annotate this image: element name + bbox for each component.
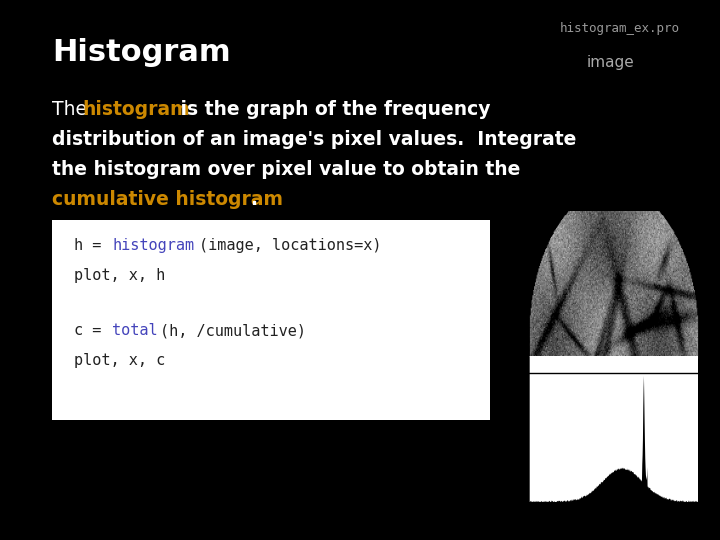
FancyBboxPatch shape [52, 220, 490, 420]
Text: .: . [250, 190, 257, 209]
Text: total: total [112, 323, 158, 338]
Text: image: image [586, 55, 634, 70]
Text: distribution of an image's pixel values.  Integrate: distribution of an image's pixel values.… [52, 130, 577, 149]
Text: The: The [52, 100, 93, 119]
Text: histogram: histogram [112, 238, 194, 253]
Text: (h, /cumulative): (h, /cumulative) [160, 323, 306, 338]
Text: plot, x, h: plot, x, h [74, 268, 166, 283]
Text: is the graph of the frequency: is the graph of the frequency [174, 100, 490, 119]
Text: plot, x, c: plot, x, c [74, 353, 166, 368]
Text: (image, locations=x): (image, locations=x) [199, 238, 382, 253]
Text: histogram: histogram [82, 100, 189, 119]
Text: c =: c = [74, 323, 110, 338]
Text: histogram_ex.pro: histogram_ex.pro [560, 22, 680, 35]
Y-axis label: frequency: frequency [522, 411, 528, 447]
X-axis label: pixel value: pixel value [595, 516, 633, 522]
Text: Histogram: Histogram [52, 38, 230, 67]
Text: the histogram over pixel value to obtain the: the histogram over pixel value to obtain… [52, 160, 521, 179]
Text: histogram: histogram [571, 315, 649, 330]
Text: cumulative histogram: cumulative histogram [52, 190, 283, 209]
Text: h =: h = [74, 238, 110, 253]
